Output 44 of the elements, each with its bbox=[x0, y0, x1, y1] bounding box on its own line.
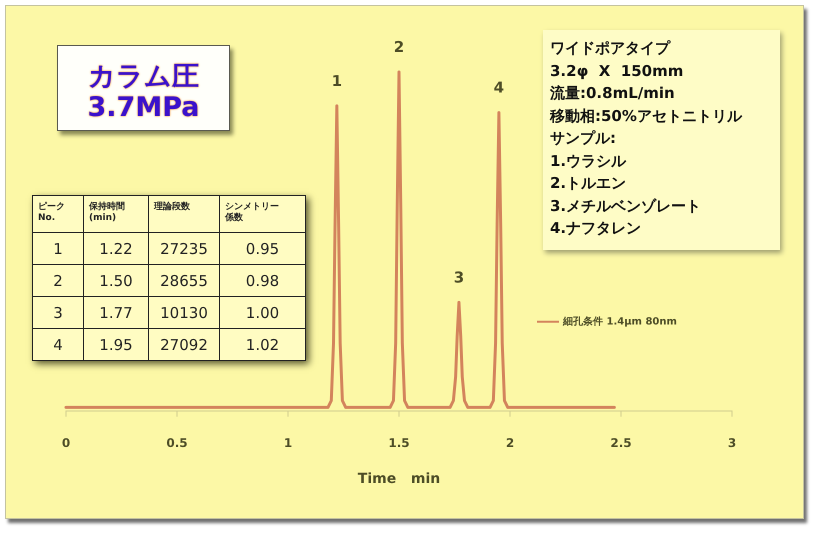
annotation: 移動相:50%アセトニトリル bbox=[550, 106, 744, 126]
annotation: 流量:0.8mL/min bbox=[550, 83, 676, 104]
x-tick-label: 2 bbox=[506, 436, 514, 450]
data-label: 27092 bbox=[148, 328, 220, 360]
x-axis-title: Time min bbox=[358, 471, 440, 488]
y-tick-label: 1 bbox=[32, 232, 84, 264]
y-tick-label: 4 bbox=[32, 328, 84, 360]
data-label: 0.98 bbox=[220, 264, 306, 296]
data-label: 1.77 bbox=[84, 296, 148, 328]
data-label: 10130 bbox=[148, 296, 220, 328]
annotation: 1 bbox=[332, 72, 342, 90]
annotation: 3 bbox=[454, 268, 464, 286]
annotation: 4.ナフタレン bbox=[550, 218, 642, 239]
legend-label: 細孔条件 1.4μm 80nm bbox=[562, 315, 677, 328]
annotation: 2.トルエン bbox=[550, 173, 628, 194]
data-label: 27235 bbox=[148, 232, 220, 264]
x-tick-label: 0.5 bbox=[166, 436, 188, 450]
x-tick-label: 保持時間 (min) bbox=[84, 196, 148, 232]
x-tick-label: 理論段数 bbox=[148, 196, 220, 232]
annotation: サンプル: bbox=[550, 128, 617, 149]
x-tick-label: 0 bbox=[62, 436, 70, 450]
data-label: 0.95 bbox=[220, 232, 306, 264]
y-tick-label: 2 bbox=[32, 264, 84, 296]
data-label: 1.02 bbox=[220, 328, 306, 360]
x-tick-label: 2.5 bbox=[610, 436, 632, 450]
x-tick-label: 1 bbox=[284, 436, 292, 450]
x-tick-label: シンメトリー係数 bbox=[220, 196, 306, 232]
annotation: 1.ウラシル bbox=[550, 150, 628, 172]
data-label: 1.00 bbox=[220, 296, 306, 328]
annotation: 3.7MPa bbox=[86, 92, 200, 123]
data-label: 28655 bbox=[148, 264, 220, 296]
y-tick-label: 3 bbox=[32, 296, 84, 328]
annotation: カラム圧 bbox=[87, 61, 200, 92]
annotation: 3.メチルベンゾレート bbox=[550, 196, 702, 216]
annotation: 3.2φ X 150mm bbox=[550, 60, 684, 82]
data-label: 1.50 bbox=[84, 264, 148, 296]
data-label: 1.95 bbox=[84, 328, 148, 360]
x-tick-label: 1.5 bbox=[388, 436, 410, 450]
text: ワイドポアタイプ bbox=[550, 38, 672, 59]
annotation: 4 bbox=[494, 78, 504, 97]
annotation: 2 bbox=[394, 38, 404, 56]
x-tick-label: 3 bbox=[728, 436, 736, 450]
data-label: 1.22 bbox=[84, 232, 148, 264]
y-axis-title: ピーク No. bbox=[32, 196, 84, 232]
